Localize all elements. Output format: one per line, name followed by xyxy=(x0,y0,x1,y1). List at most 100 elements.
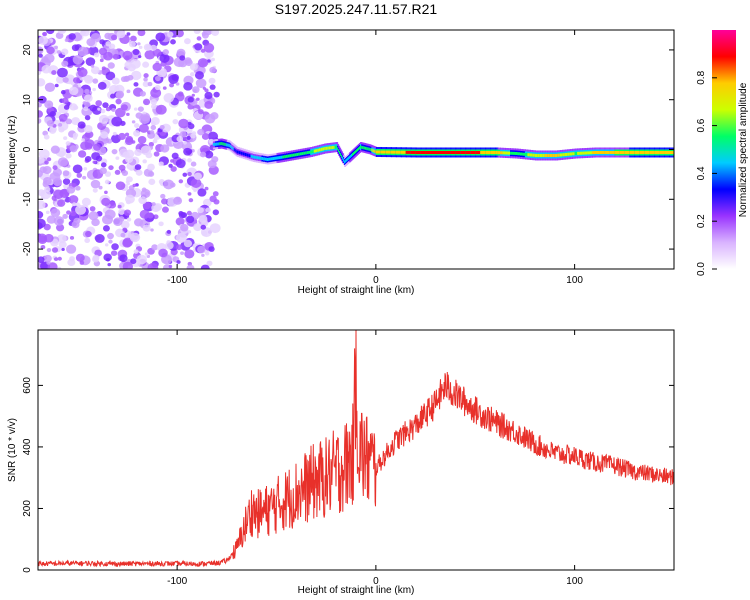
signal-core xyxy=(252,155,256,159)
signal-core xyxy=(305,151,308,155)
noise-blob xyxy=(90,179,101,189)
signal-core xyxy=(254,155,258,159)
noise-blob xyxy=(163,179,174,190)
snr-ytick-label: 400 xyxy=(22,438,33,455)
noise-blob xyxy=(68,195,79,204)
noise-blob xyxy=(197,207,204,214)
noise-blob xyxy=(99,167,107,175)
signal-core xyxy=(310,150,314,154)
noise-blob xyxy=(150,117,160,126)
noise-blob xyxy=(142,159,147,164)
noise-blob xyxy=(55,75,65,84)
noise-blob xyxy=(54,83,59,88)
noise-blob xyxy=(105,71,116,81)
noise-blob xyxy=(121,170,129,176)
signal-core xyxy=(524,152,529,156)
noise-blob xyxy=(183,147,192,156)
noise-blob xyxy=(180,212,188,218)
signal-core xyxy=(308,150,312,154)
noise-blob xyxy=(92,160,97,164)
signal-core xyxy=(584,151,589,155)
noise-blob xyxy=(128,40,136,48)
noise-blob xyxy=(63,136,68,141)
signal-core xyxy=(644,150,651,154)
noise-blob xyxy=(72,164,83,174)
noise-blob xyxy=(154,84,161,91)
noise-blob xyxy=(106,138,113,144)
noise-blob xyxy=(189,72,195,77)
noise-blob xyxy=(46,46,55,55)
noise-blob xyxy=(137,42,141,46)
noise-blob xyxy=(160,144,170,153)
noise-blob xyxy=(43,223,51,231)
noise-blob xyxy=(159,53,170,63)
noise-blob xyxy=(131,120,136,124)
noise-blob xyxy=(53,257,59,262)
noise-blob xyxy=(211,57,215,62)
colorbar-bar xyxy=(712,30,736,269)
noise-blob xyxy=(61,97,69,104)
noise-blob xyxy=(134,123,140,129)
noise-blob xyxy=(139,90,146,97)
signal-core xyxy=(537,153,541,157)
noise-blob xyxy=(111,243,119,251)
signal-core xyxy=(577,151,581,155)
signal-core xyxy=(470,150,477,154)
noise-blob xyxy=(104,190,108,195)
signal-core xyxy=(257,156,261,160)
signal-core xyxy=(649,150,656,154)
noise-blob xyxy=(43,177,52,185)
noise-blob xyxy=(131,140,136,144)
colorbar-tick-label: 0.2 xyxy=(696,214,707,228)
signal-core xyxy=(242,152,246,156)
noise-blob xyxy=(72,77,81,84)
noise-blob xyxy=(167,31,174,38)
signal-core xyxy=(248,154,252,158)
noise-blob xyxy=(138,55,142,59)
signal-core xyxy=(246,153,250,157)
noise-blob xyxy=(44,100,54,109)
signal-core xyxy=(450,150,457,154)
signal-core xyxy=(330,146,333,150)
noise-blob xyxy=(150,228,154,232)
noise-blob xyxy=(75,253,85,262)
noise-blob xyxy=(188,198,194,203)
noise-blob xyxy=(147,163,155,171)
noise-blob xyxy=(38,149,50,159)
signal-core xyxy=(552,153,556,157)
signal-core xyxy=(614,150,621,154)
noise-blob xyxy=(185,59,193,67)
snr-ytick-label: 600 xyxy=(22,377,33,394)
signal-core xyxy=(375,150,382,154)
signal-core xyxy=(609,150,616,154)
noise-blob xyxy=(134,164,142,171)
noise-blob xyxy=(72,202,77,207)
signal-core xyxy=(654,150,661,154)
snr-ytick-label: 200 xyxy=(22,500,33,517)
noise-blob xyxy=(137,136,147,144)
signal-core xyxy=(420,150,427,154)
noise-blob xyxy=(197,128,205,136)
signal-core xyxy=(519,152,524,156)
noise-blob xyxy=(46,30,55,35)
signal-core xyxy=(292,153,296,157)
noise-blob xyxy=(143,43,152,51)
noise-blob xyxy=(95,100,103,107)
noise-blob xyxy=(57,157,69,167)
noise-blob xyxy=(61,60,69,67)
noise-blob xyxy=(186,135,191,140)
noise-blob xyxy=(43,254,52,263)
noise-blob xyxy=(144,252,149,256)
signal-core xyxy=(395,150,402,154)
noise-blob xyxy=(62,178,71,185)
noise-blob xyxy=(202,86,207,90)
signal-core xyxy=(455,150,462,154)
noise-blob xyxy=(120,104,128,111)
signal-core xyxy=(639,150,646,154)
noise-blob xyxy=(119,254,128,262)
noise-blob xyxy=(80,30,90,37)
noise-blob xyxy=(187,96,194,103)
noise-blob xyxy=(193,188,197,193)
